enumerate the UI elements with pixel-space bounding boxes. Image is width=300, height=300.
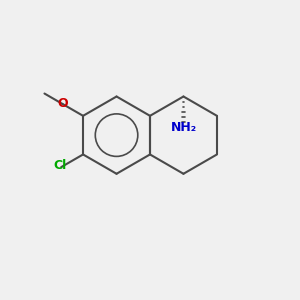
Text: Cl: Cl: [53, 159, 66, 172]
Text: O: O: [57, 98, 68, 110]
Text: NH₂: NH₂: [170, 121, 196, 134]
